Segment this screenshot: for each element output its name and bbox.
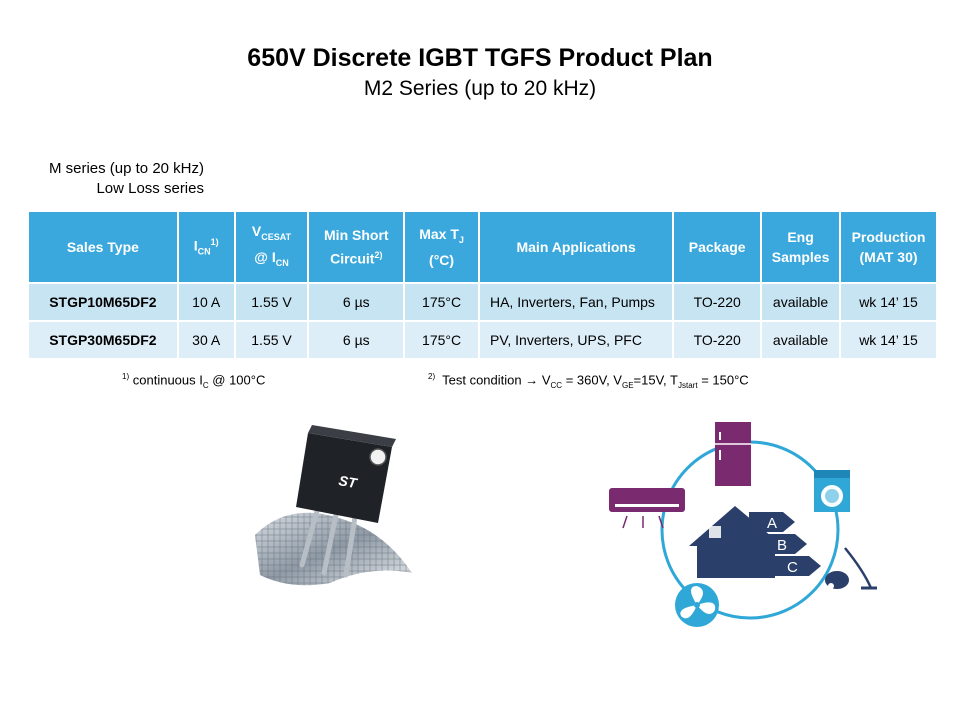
chip-body — [296, 433, 392, 523]
air-conditioner-icon — [609, 488, 685, 529]
table-row: STGP30M65DF2 30 A 1.55 V 6 µs 175°C PV, … — [27, 320, 938, 360]
cell-eng: available — [760, 282, 842, 322]
chip-hole — [369, 448, 387, 466]
cell-apps: HA, Inverters, Fan, Pumps — [477, 282, 675, 322]
footnote-1: 1) continuous IC @ 100°C — [122, 372, 265, 390]
footnote-1-tail: @ 100°C — [212, 372, 266, 388]
cell-sales-type: STGP30M65DF2 — [27, 320, 179, 360]
header-short-line1: Min Short — [324, 227, 389, 244]
header-prod-line1: Production — [851, 229, 926, 245]
product-table: Sales Type ICN1) VCESAT @ ICN Min Short Ci… — [27, 210, 938, 360]
header-vce-at-sub: CN — [275, 257, 289, 268]
footnote-2-mid2: =15V, T — [633, 372, 678, 388]
header-vcesat: VCESAT @ ICN — [233, 210, 310, 284]
header-icn-sup: 1) — [210, 237, 219, 248]
header-apps: Main Applications — [477, 210, 675, 284]
footnote-1-text: continuous I — [132, 372, 203, 388]
cell-short-circuit: 6 µs — [307, 320, 406, 360]
footnote-2-mark: 2) — [428, 372, 436, 381]
header-eng-line1: Eng — [787, 229, 814, 245]
fridge-icon — [715, 422, 751, 486]
cell-short-circuit: 6 µs — [307, 282, 406, 322]
cell-production: wk 14’ 15 — [839, 320, 938, 360]
footnote-2-mid1: = 360V, V — [565, 372, 622, 388]
table-row: STGP10M65DF2 10 A 1.55 V 6 µs 175°C HA, … — [27, 282, 938, 322]
cell-vcesat: 1.55 V — [233, 282, 310, 322]
energy-label-b: B — [777, 537, 787, 554]
header-max-tj: Max TJ (°C) — [403, 210, 480, 284]
house-energy-icon: A B C — [689, 506, 821, 578]
footnote-2: 2) Test condition → VCC = 360V, VGE=15V,… — [428, 372, 749, 390]
header-vce-at: @ I — [254, 249, 276, 265]
energy-label-c: C — [787, 559, 798, 576]
table-header-row: Sales Type ICN1) VCESAT @ ICN Min Short Ci… — [27, 210, 938, 284]
chip-logo: ST — [337, 472, 359, 491]
footnote-2-sub2: GE — [621, 380, 634, 390]
cell-max-tj: 175°C — [403, 282, 480, 322]
page-title: 650V Discrete IGBT TGFS Product Plan — [247, 44, 713, 72]
header-eng-samples: Eng Samples — [760, 210, 842, 284]
series-label-line1: M series (up to 20 kHz) — [48, 160, 204, 177]
header-short-line2: Circuit — [330, 250, 375, 267]
cell-icn: 10 A — [176, 282, 236, 322]
header-prod-line2: (MAT 30) — [859, 249, 918, 265]
cell-package: TO-220 — [672, 320, 763, 360]
footnote-1-mark: 1) — [122, 372, 130, 381]
cell-production: wk 14’ 15 — [839, 282, 938, 322]
footnote-2-sub1: CC — [550, 380, 563, 390]
header-package: Package — [672, 210, 763, 284]
cell-sales-type: STGP10M65DF2 — [27, 282, 179, 322]
header-vce-main: V — [251, 223, 262, 240]
chip-tab — [308, 425, 396, 447]
footnote-1-sub: C — [202, 380, 209, 390]
washing-machine-icon — [814, 470, 850, 512]
cell-apps: PV, Inverters, UPS, PFC — [477, 320, 675, 360]
header-eng-line2: Samples — [771, 249, 830, 265]
series-label-line2: Low Loss series — [96, 180, 204, 197]
igbt-chip-image: ST — [255, 425, 412, 586]
header-icn: ICN1) — [176, 210, 236, 284]
wafer-grid — [255, 512, 412, 586]
cell-package: TO-220 — [672, 282, 763, 322]
footnote-2-text: Test condition → V — [442, 372, 551, 388]
appliances-image: A B C — [609, 422, 877, 627]
vacuum-cleaner-icon — [825, 547, 877, 590]
fan-icon — [675, 583, 719, 627]
header-vce-sub: CESAT — [261, 232, 292, 242]
header-icn-sub: CN — [197, 246, 211, 257]
header-short-sup: 2) — [374, 250, 383, 261]
energy-label-a: A — [767, 515, 777, 532]
series-label: M series (up to 20 kHz) Low Loss series — [49, 159, 204, 199]
header-tj-unit: (°C) — [429, 251, 455, 268]
footnote-2-tail: = 150°C — [701, 372, 749, 388]
header-icn-main: I — [193, 237, 198, 254]
header-tj-sub: J — [458, 234, 464, 245]
cell-vcesat: 1.55 V — [233, 320, 310, 360]
header-short-circuit: Min Short Circuit2) — [307, 210, 406, 284]
header-tj-main: Max T — [419, 226, 459, 243]
cell-eng: available — [760, 320, 842, 360]
page-subtitle: M2 Series (up to 20 kHz) — [363, 77, 597, 100]
cell-icn: 30 A — [176, 320, 236, 360]
footnote-2-sub3: Jstart — [678, 380, 698, 390]
header-sales-type: Sales Type — [27, 210, 179, 284]
cell-max-tj: 175°C — [403, 320, 480, 360]
header-production: Production (MAT 30) — [839, 210, 938, 284]
